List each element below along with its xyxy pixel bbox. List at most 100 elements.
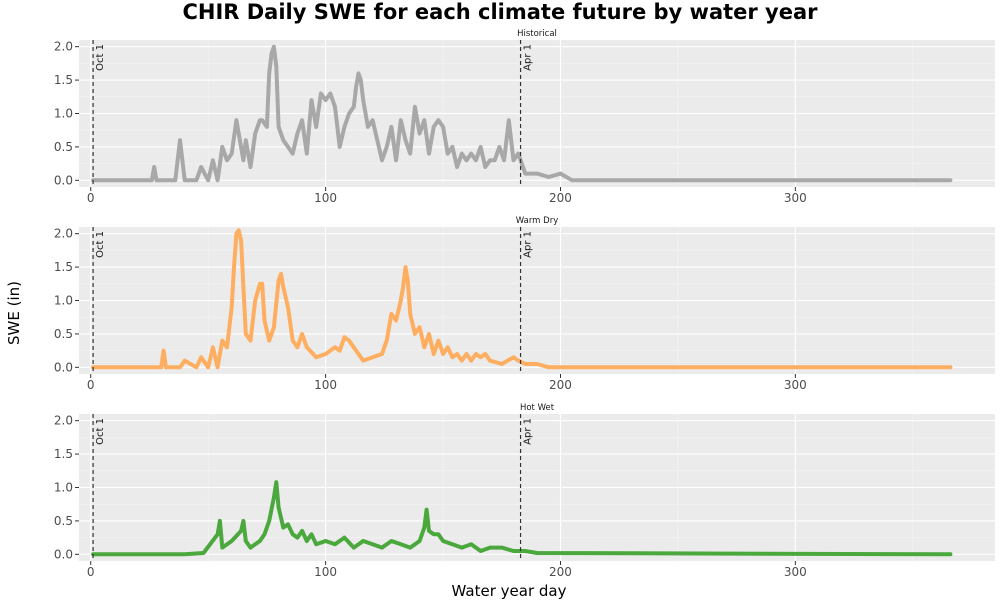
- y-tick-label: 1.5: [54, 260, 73, 274]
- data-point: [441, 352, 445, 356]
- data-point: [441, 125, 445, 129]
- data-point: [418, 325, 422, 329]
- y-tick-label: 1.0: [54, 294, 73, 308]
- data-point: [354, 85, 358, 89]
- data-point: [460, 546, 464, 550]
- data-point: [248, 165, 253, 169]
- y-tick-label: 0.5: [54, 327, 73, 341]
- data-point: [239, 529, 243, 533]
- data-point: [359, 78, 363, 82]
- data-point: [216, 365, 220, 369]
- data-point: [371, 118, 375, 122]
- reference-line-label: Apr 1: [523, 231, 534, 258]
- data-point: [253, 542, 257, 546]
- data-point: [300, 529, 304, 533]
- data-point: [399, 118, 403, 122]
- data-point: [493, 158, 497, 162]
- data-point: [361, 98, 365, 102]
- x-tick-label: 200: [549, 565, 572, 579]
- data-point: [211, 158, 215, 162]
- data-point: [500, 546, 504, 550]
- data-point: [152, 165, 156, 169]
- data-point: [464, 158, 469, 162]
- data-point: [408, 152, 412, 156]
- data-point: [375, 138, 379, 142]
- data-point: [220, 546, 224, 550]
- panel-strip-label: Warm Dry: [516, 216, 558, 226]
- data-point: [305, 539, 309, 543]
- data-point: [347, 111, 351, 116]
- x-tick-label: 100: [314, 565, 337, 579]
- data-point: [488, 158, 492, 162]
- data-point: [523, 549, 527, 553]
- data-point: [194, 178, 198, 182]
- data-point: [258, 539, 262, 543]
- data-point: [154, 178, 159, 182]
- data-point: [352, 105, 356, 109]
- data-point: [225, 345, 229, 349]
- data-point: [371, 542, 375, 546]
- data-point: [272, 495, 276, 500]
- data-point: [277, 125, 281, 129]
- data-point: [239, 238, 243, 242]
- data-point: [455, 352, 459, 356]
- data-point: [305, 345, 309, 349]
- data-point: [464, 352, 469, 356]
- data-point: [244, 138, 248, 142]
- data-point: [547, 175, 551, 179]
- data-point: [399, 542, 403, 546]
- data-point: [450, 145, 454, 149]
- data-point: [488, 359, 492, 363]
- data-point: [507, 118, 511, 122]
- data-point: [248, 546, 253, 550]
- x-tick-label: 0: [87, 565, 95, 579]
- data-point: [394, 158, 398, 162]
- data-point: [262, 532, 267, 536]
- data-point: [220, 339, 224, 343]
- data-point: [173, 178, 177, 182]
- data-point: [328, 91, 332, 96]
- data-point: [479, 549, 483, 553]
- data-point: [394, 318, 398, 323]
- data-point: [535, 551, 539, 555]
- panel-strip-label: Hot Wet: [520, 403, 555, 413]
- y-axis-title: SWE (in): [5, 281, 23, 345]
- data-point: [260, 118, 264, 122]
- data-point: [483, 352, 487, 356]
- data-point: [220, 145, 224, 149]
- data-point: [558, 172, 563, 176]
- y-tick-label: 0.0: [54, 547, 73, 561]
- data-point: [183, 178, 187, 182]
- data-point: [450, 355, 454, 359]
- data-point: [201, 551, 206, 555]
- data-point: [216, 178, 220, 182]
- data-point: [232, 265, 236, 269]
- y-tick-label: 1.0: [54, 107, 73, 121]
- data-point: [436, 532, 440, 536]
- data-point: [324, 539, 328, 543]
- data-point: [206, 178, 210, 182]
- data-point: [422, 118, 426, 122]
- data-point: [497, 145, 501, 149]
- data-point: [418, 131, 422, 136]
- data-point: [535, 362, 539, 366]
- data-point: [286, 305, 290, 309]
- x-tick-label: 300: [784, 191, 807, 205]
- data-point: [523, 362, 527, 366]
- data-point: [403, 138, 408, 142]
- data-point: [309, 532, 314, 536]
- reference-line-label: Apr 1: [523, 418, 534, 445]
- data-point: [347, 339, 351, 343]
- x-tick-label: 0: [87, 191, 95, 205]
- reference-line-label: Oct 1: [95, 418, 106, 445]
- data-point: [511, 355, 516, 359]
- chart-title: CHIR Daily SWE for each climate future b…: [182, 0, 818, 24]
- y-tick-label: 2.0: [54, 414, 73, 428]
- data-point: [159, 365, 163, 369]
- data-point: [291, 152, 295, 156]
- data-point: [342, 125, 346, 129]
- data-point: [413, 105, 417, 109]
- data-point: [380, 352, 384, 356]
- x-tick-label: 100: [314, 191, 337, 205]
